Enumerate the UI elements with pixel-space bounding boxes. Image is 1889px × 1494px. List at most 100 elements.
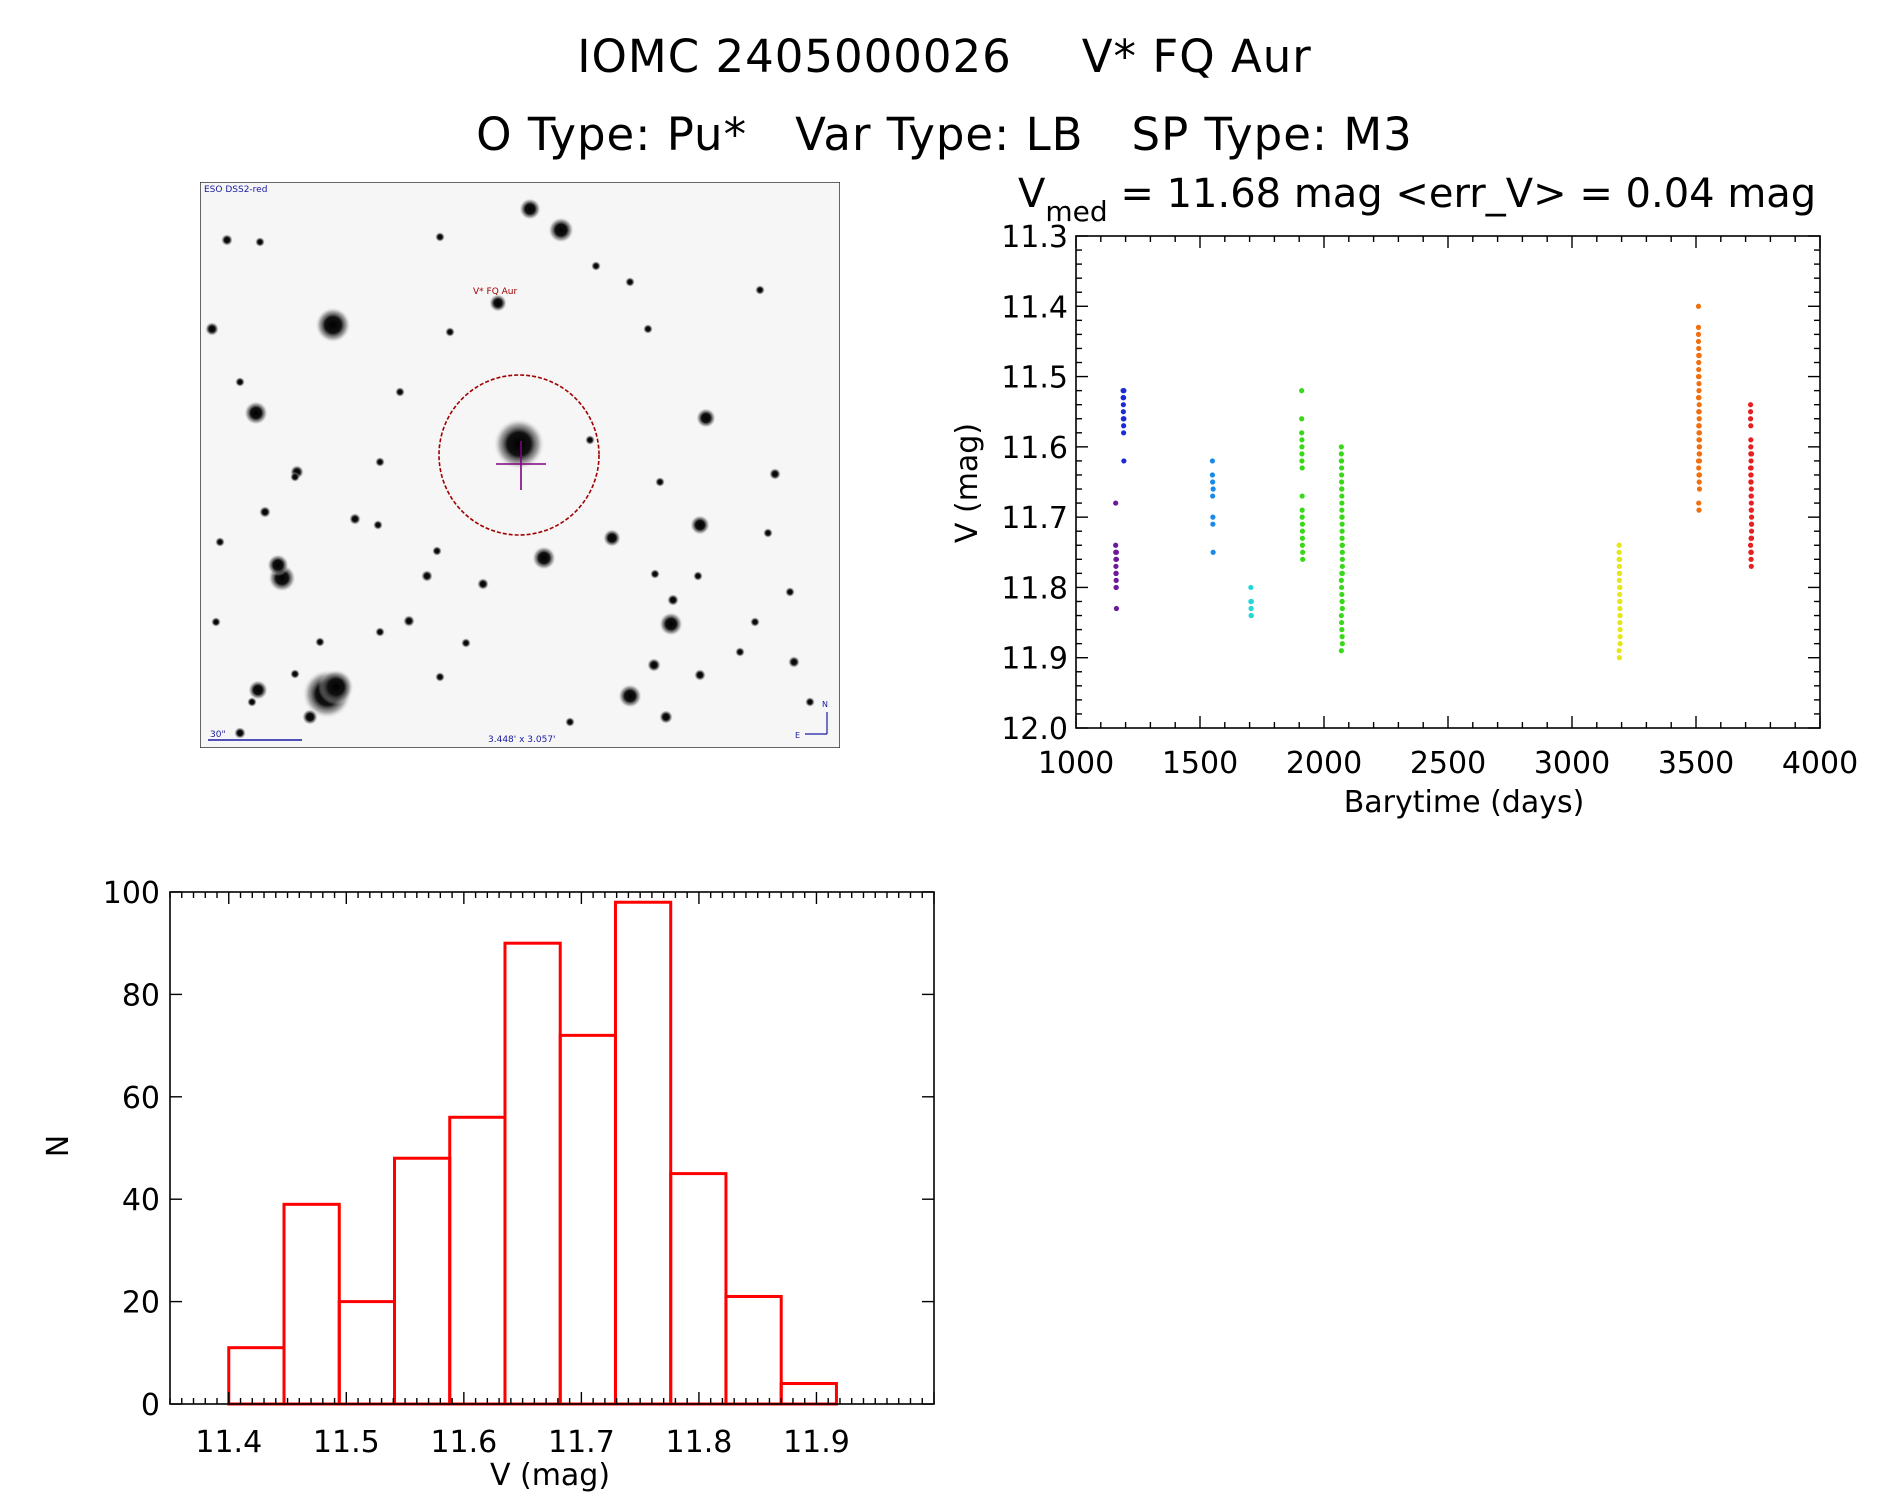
lc-point-season8 (1695, 395, 1702, 401)
histogram-bar (613, 900, 673, 1406)
finder-chart: ESO DSS2-red V* FQ Aur 30" 3.448' x 3.05… (200, 182, 840, 748)
lc-point-season1 (1113, 605, 1120, 612)
lc-point-season6 (1339, 634, 1345, 640)
lc-point-season8 (1696, 430, 1702, 436)
star-name: V* FQ Aur (1081, 30, 1312, 83)
lc-point-season5 (1299, 444, 1305, 450)
lc-point-season9 (1747, 542, 1754, 548)
lc-ytick-label: 11.4 (1001, 290, 1068, 325)
lc-point-season9 (1748, 458, 1754, 464)
lc-ytick-label: 11.5 (1001, 361, 1068, 396)
lc-point-season9 (1748, 437, 1754, 443)
lc-point-season8 (1696, 458, 1703, 464)
lc-point-season6 (1339, 591, 1345, 598)
lc-point-season6 (1339, 605, 1345, 612)
lc-xtick-label: 3000 (1534, 746, 1610, 781)
star-20 (302, 709, 318, 725)
lc-point-season9 (1748, 486, 1754, 492)
star-2 (244, 401, 268, 425)
lc-point-season9 (1748, 535, 1754, 541)
lc-point-season6 (1339, 535, 1345, 541)
lc-point-season4 (1248, 584, 1254, 591)
lc-point-season6 (1338, 648, 1344, 654)
lc-point-season7 (1617, 598, 1623, 605)
star-28 (421, 570, 433, 582)
object-type: O Type: Pu* (476, 108, 748, 161)
lc-point-season1 (1113, 542, 1119, 548)
lc-point-season9 (1748, 556, 1754, 562)
lc-point-season6 (1338, 451, 1344, 457)
target-circle (438, 374, 600, 536)
lc-point-season1 (1113, 563, 1119, 569)
lc-xtick-label: 2000 (1286, 746, 1362, 781)
lc-point-season7 (1616, 577, 1622, 584)
lc-point-season7 (1616, 655, 1622, 661)
title-subscript: med (1045, 195, 1107, 228)
star-59 (290, 669, 300, 679)
lc-point-season6 (1339, 627, 1345, 633)
star-48 (395, 387, 405, 397)
star-16 (618, 684, 642, 708)
star-23 (221, 234, 233, 246)
star-57 (750, 617, 760, 627)
star-12 (603, 529, 621, 547)
lc-xtick-label: 1000 (1038, 746, 1114, 781)
lc-point-season8 (1696, 409, 1702, 415)
lc-point-season2 (1121, 430, 1127, 436)
hist-xtick-label: 11.7 (548, 1425, 615, 1460)
star-39 (643, 324, 653, 334)
star-36 (694, 669, 706, 681)
lc-point-season5 (1299, 514, 1305, 520)
lc-point-season9 (1748, 451, 1755, 457)
histogram-bar (337, 1300, 396, 1406)
lc-point-season9 (1747, 465, 1754, 471)
star-13 (696, 408, 716, 428)
star-49 (445, 327, 455, 337)
lc-point-season6 (1339, 556, 1345, 562)
lc-point-season3 (1210, 514, 1216, 520)
lc-point-season2 (1121, 458, 1127, 464)
star-4 (489, 294, 507, 312)
lc-point-season2 (1121, 395, 1127, 401)
star-52 (785, 587, 795, 597)
star-32 (667, 594, 679, 606)
lc-point-season6 (1339, 479, 1345, 485)
lc-point-season3 (1210, 486, 1216, 492)
light-curve-xlabel: Barytime (days) (1344, 785, 1585, 820)
lc-point-season1 (1113, 584, 1119, 591)
lc-point-season8 (1696, 451, 1702, 457)
lc-point-season5 (1300, 556, 1306, 562)
lc-point-season5 (1299, 542, 1306, 548)
lc-point-season5 (1300, 549, 1306, 555)
lc-point-season2 (1121, 416, 1127, 422)
lc-xtick-label: 2500 (1410, 746, 1486, 781)
star-56 (650, 569, 660, 579)
hist-xtick-label: 11.6 (430, 1425, 497, 1460)
lc-point-season7 (1617, 619, 1623, 626)
star-53 (235, 377, 245, 387)
star-15 (659, 612, 683, 636)
lc-ytick-label: 11.3 (1001, 220, 1068, 255)
target-marker (438, 374, 600, 536)
light-curve-points (1113, 303, 1755, 661)
lc-point-season3 (1210, 479, 1216, 485)
lc-point-season8 (1696, 423, 1702, 429)
hist-xtick-label: 11.9 (783, 1425, 850, 1460)
lc-point-season5 (1299, 521, 1306, 527)
star-37 (693, 571, 703, 581)
histogram-xlabel: V (mag) (490, 1458, 610, 1493)
lc-point-season4 (1248, 598, 1254, 605)
star-14 (690, 515, 710, 535)
title-v: V (1018, 171, 1046, 217)
histogram-ylabel: N (41, 1135, 76, 1157)
lc-point-season6 (1339, 465, 1345, 471)
lc-point-season6 (1339, 641, 1345, 647)
hist-xtick-label: 11.5 (313, 1425, 380, 1460)
lc-point-season7 (1617, 556, 1623, 562)
star-10 (267, 554, 289, 576)
iomc-id: IOMC 2405000026 (577, 30, 1012, 83)
lc-point-season8 (1696, 444, 1702, 450)
lc-point-season9 (1747, 416, 1754, 422)
lc-point-season1 (1113, 500, 1119, 506)
star-51 (805, 697, 815, 707)
